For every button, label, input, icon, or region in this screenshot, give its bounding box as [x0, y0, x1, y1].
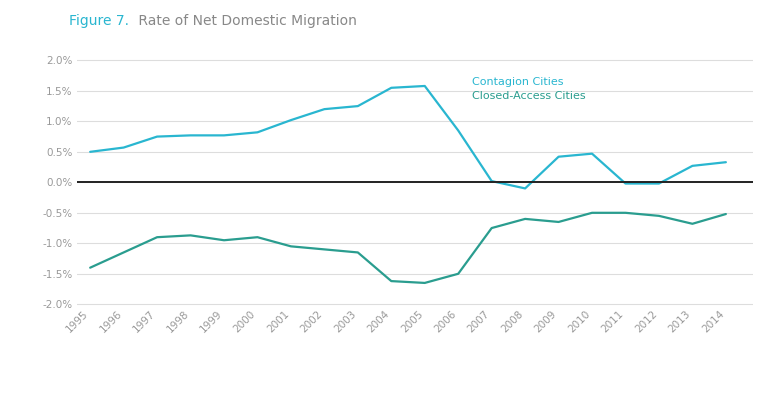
Text: Contagion Cities: Contagion Cities [472, 77, 563, 87]
Text: Figure 7.: Figure 7. [69, 13, 129, 28]
Text: Closed-Access Cities: Closed-Access Cities [472, 91, 585, 101]
Text: Rate of Net Domestic Migration: Rate of Net Domestic Migration [134, 13, 356, 28]
